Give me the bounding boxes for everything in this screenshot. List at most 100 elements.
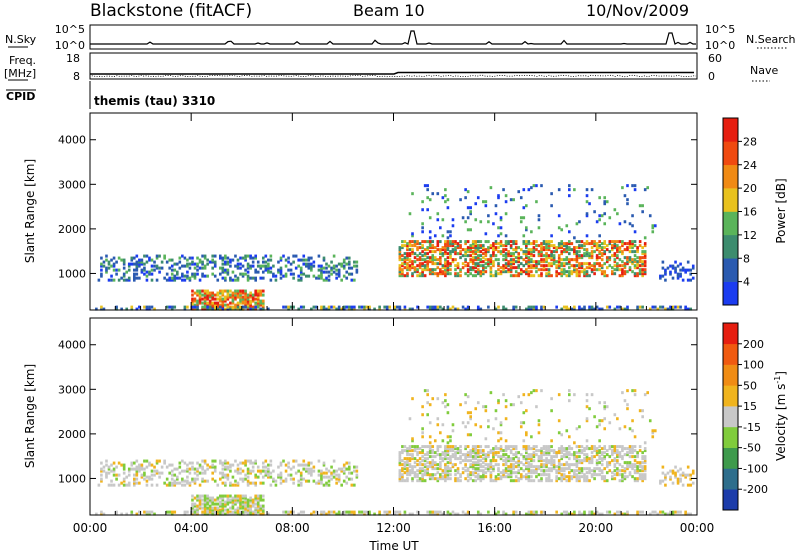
power-cell bbox=[517, 254, 521, 258]
power-cell bbox=[401, 270, 404, 274]
velocity-cell bbox=[406, 467, 409, 471]
power-cell bbox=[590, 270, 594, 274]
velocity-cell bbox=[621, 479, 624, 483]
power-cell bbox=[643, 254, 647, 258]
power-cell bbox=[636, 260, 639, 264]
power-cell bbox=[401, 258, 404, 262]
power-cell bbox=[256, 260, 260, 264]
power-cell bbox=[494, 270, 498, 274]
velocity-cell bbox=[552, 451, 556, 455]
power-cell bbox=[573, 307, 576, 311]
velocity-cell bbox=[272, 477, 275, 481]
power-cell bbox=[575, 222, 579, 226]
velocity-cell bbox=[454, 445, 457, 449]
velocity-cell bbox=[431, 477, 435, 481]
power-cell bbox=[216, 301, 220, 305]
power-cell bbox=[153, 268, 156, 272]
velocity-cell bbox=[426, 465, 429, 469]
power-cell bbox=[327, 274, 331, 278]
power-cell bbox=[411, 240, 414, 244]
power-cell bbox=[221, 297, 225, 301]
velocity-cell bbox=[269, 471, 273, 475]
velocity-cell bbox=[211, 512, 214, 516]
velocity-cell bbox=[479, 459, 483, 463]
velocity-cell bbox=[593, 455, 596, 459]
power-cell bbox=[595, 254, 599, 258]
velocity-cell bbox=[211, 498, 214, 502]
velocity-cell bbox=[449, 439, 452, 443]
velocity-cell bbox=[499, 437, 503, 441]
velocity-cell bbox=[148, 463, 151, 467]
power-cell bbox=[431, 305, 435, 309]
power-cell bbox=[107, 262, 111, 266]
velocity-cell bbox=[355, 475, 359, 479]
power-cell bbox=[264, 254, 268, 258]
power-cell bbox=[565, 244, 569, 248]
power-cell bbox=[444, 244, 447, 248]
power-cell bbox=[525, 226, 528, 230]
power-cell bbox=[153, 307, 156, 311]
power-cell bbox=[616, 246, 619, 250]
power-cell bbox=[267, 262, 270, 266]
power-cell bbox=[603, 196, 607, 200]
velocity-cell bbox=[289, 510, 293, 514]
power-cell bbox=[241, 264, 245, 268]
velocity-cell bbox=[568, 447, 571, 451]
power-cell bbox=[127, 276, 131, 280]
power-cell bbox=[641, 246, 644, 250]
velocity-cell bbox=[408, 469, 412, 473]
velocity-cell bbox=[469, 453, 472, 457]
power-cell bbox=[254, 297, 257, 301]
velocity-cell bbox=[550, 467, 553, 471]
power-cell bbox=[221, 276, 225, 280]
velocity-cell bbox=[512, 467, 515, 471]
velocity-cell bbox=[431, 510, 435, 514]
velocity-cell bbox=[428, 455, 432, 459]
velocity-cell bbox=[547, 447, 551, 451]
velocity-cell bbox=[669, 469, 672, 473]
power-cell bbox=[122, 274, 126, 278]
y-tick-label: 2000 bbox=[58, 428, 86, 441]
velocity-cell bbox=[469, 465, 472, 469]
power-cell bbox=[628, 222, 632, 226]
velocity-cell bbox=[418, 447, 422, 451]
power-cell bbox=[411, 252, 414, 256]
power-cell bbox=[646, 186, 650, 190]
velocity-cell bbox=[221, 512, 225, 516]
velocity-cell bbox=[474, 457, 478, 461]
velocity-cell bbox=[489, 473, 493, 477]
velocity-cell bbox=[484, 457, 488, 461]
velocity-cell bbox=[216, 506, 220, 510]
power-cell bbox=[206, 293, 209, 297]
power-cell bbox=[353, 305, 356, 309]
velocity-cell bbox=[254, 512, 257, 516]
power-cell bbox=[636, 305, 639, 309]
power-cell bbox=[221, 301, 225, 305]
power-cell bbox=[208, 299, 212, 303]
velocity-cell bbox=[517, 459, 521, 463]
velocity-cell bbox=[122, 465, 126, 469]
power-cell bbox=[469, 268, 472, 272]
velocity-cell bbox=[494, 451, 498, 455]
power-cell bbox=[181, 264, 184, 268]
velocity-cell bbox=[256, 510, 260, 514]
velocity-cell bbox=[282, 510, 285, 514]
velocity-cell bbox=[439, 465, 442, 469]
velocity-cell bbox=[588, 469, 591, 473]
velocity-cell bbox=[413, 461, 417, 465]
power-cell bbox=[633, 230, 637, 234]
power-cell bbox=[555, 248, 558, 252]
power-cell bbox=[411, 244, 414, 248]
velocity-cell bbox=[568, 477, 571, 481]
power-cell bbox=[218, 256, 222, 260]
freq-tick-high: 18 bbox=[66, 52, 80, 65]
velocity-cell bbox=[193, 479, 197, 483]
power-cell bbox=[211, 258, 214, 262]
power-cell bbox=[426, 262, 429, 266]
y-tick-label: 3000 bbox=[58, 383, 86, 396]
power-cell bbox=[208, 295, 212, 299]
power-cell bbox=[307, 266, 311, 270]
velocity-cell bbox=[393, 510, 397, 514]
power-cell bbox=[261, 264, 265, 268]
